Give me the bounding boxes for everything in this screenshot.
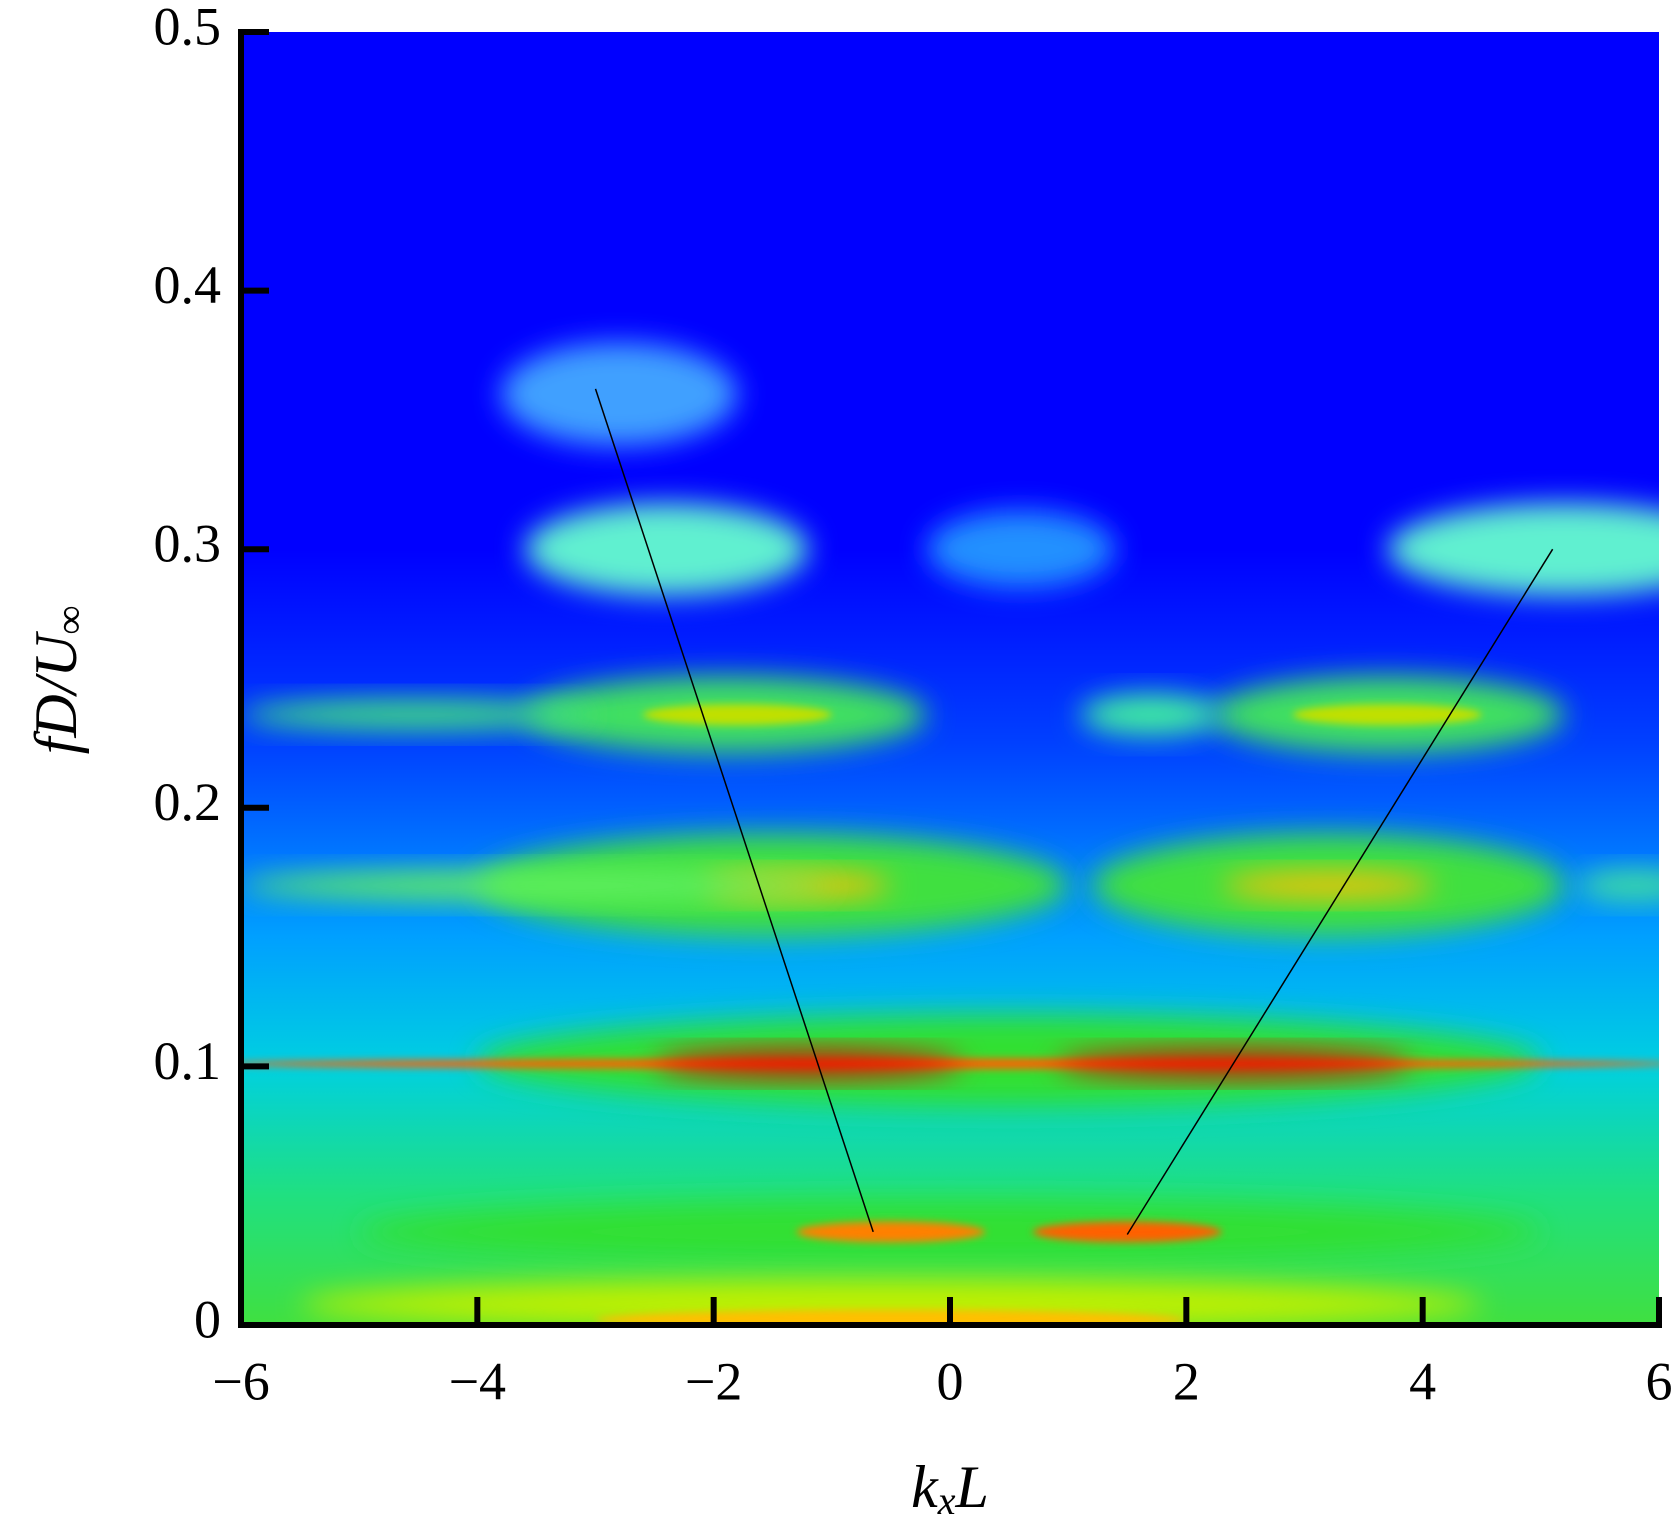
ylabel-part: fD/U <box>23 631 89 755</box>
lines <box>594 388 1554 1235</box>
spectral-peak <box>1079 694 1222 736</box>
spectral-peak <box>595 1309 1187 1325</box>
x-tick-label: 2 <box>1173 1351 1200 1411</box>
y-tick-label: 0 <box>194 1289 221 1349</box>
guide-line <box>1126 548 1554 1235</box>
spectral-peak <box>926 510 1116 588</box>
x-tick-label: 6 <box>1646 1351 1673 1411</box>
xlabel-part: L <box>955 1454 989 1520</box>
spectral-peak <box>1576 869 1659 901</box>
ylabel-part: ∞ <box>47 606 92 635</box>
spectral-peak <box>241 869 832 901</box>
y-axis-label: fD/U∞ <box>23 606 92 755</box>
spectrum <box>241 342 1659 1325</box>
guide-line <box>594 388 874 1233</box>
spectral-peak <box>796 1221 986 1243</box>
spectral-peak <box>642 704 832 726</box>
x-tick-label: 4 <box>1409 1351 1436 1411</box>
spectral-peak <box>1032 1221 1222 1243</box>
y-tick-label: 0.5 <box>154 0 222 56</box>
spectral-peak <box>500 342 738 446</box>
x-axis-label: kxL <box>911 1454 989 1523</box>
y-tick-label: 0.4 <box>154 255 222 315</box>
spectral-peak <box>241 699 596 731</box>
x-tick-label: 0 <box>937 1351 964 1411</box>
spectral-peak <box>654 1050 962 1077</box>
y-tick-label: 0.1 <box>154 1031 222 1091</box>
x-tick-label: −4 <box>449 1351 506 1411</box>
xlabel-part: k <box>911 1454 939 1520</box>
x-tick-label: −2 <box>685 1351 742 1411</box>
spectral-peak <box>524 502 809 596</box>
xlabel-part: x <box>937 1478 956 1523</box>
y-tick-label: 0.2 <box>154 772 222 832</box>
spectral-peak <box>1292 704 1482 726</box>
spectral-peak <box>1221 872 1435 899</box>
axes <box>238 29 1662 1328</box>
spectral-peak <box>1387 502 1659 596</box>
x-tick-label: −6 <box>212 1351 269 1411</box>
y-tick-label: 0.3 <box>154 514 222 574</box>
